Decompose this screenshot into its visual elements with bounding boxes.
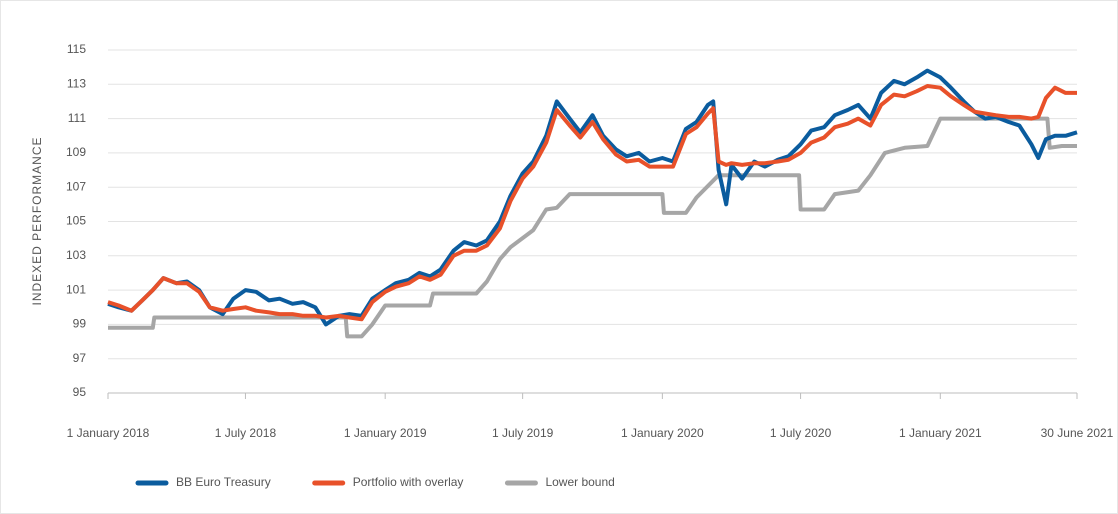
y-tick-label: 109 [66,145,86,159]
y-tick-label: 113 [67,76,86,90]
x-tick-label: 1 January 2019 [344,426,427,440]
y-tick-label: 107 [66,179,86,193]
x-tick-label: 1 January 2021 [899,426,982,440]
y-tick-label: 97 [73,351,87,365]
y-tick-label: 105 [66,214,86,228]
y-axis-label: INDEXED PERFORMANCE [30,136,44,305]
x-tick-label: 1 January 2020 [621,426,704,440]
y-tick-label: 115 [67,42,86,56]
series-line [107,84,1077,322]
series-line [108,116,1077,339]
x-tick-label: 1 July 2018 [215,426,277,440]
x-tick-label: 1 July 2019 [492,426,554,440]
y-tick-label: 111 [68,111,87,125]
legend-label: Lower bound [545,475,614,489]
y-tick-label: 99 [73,317,87,331]
y-tick-label: 95 [73,385,87,399]
y-tick-label: 103 [66,248,86,262]
x-tick-label: 1 July 2020 [770,426,832,440]
series-line [107,68,1078,327]
x-tick-label: 1 January 2018 [67,426,150,440]
legend-label: BB Euro Treasury [176,475,271,489]
legend-label: Portfolio with overlay [353,475,464,489]
x-tick-label: 30 June 2021 [1041,426,1114,440]
y-tick-label: 101 [66,282,86,296]
